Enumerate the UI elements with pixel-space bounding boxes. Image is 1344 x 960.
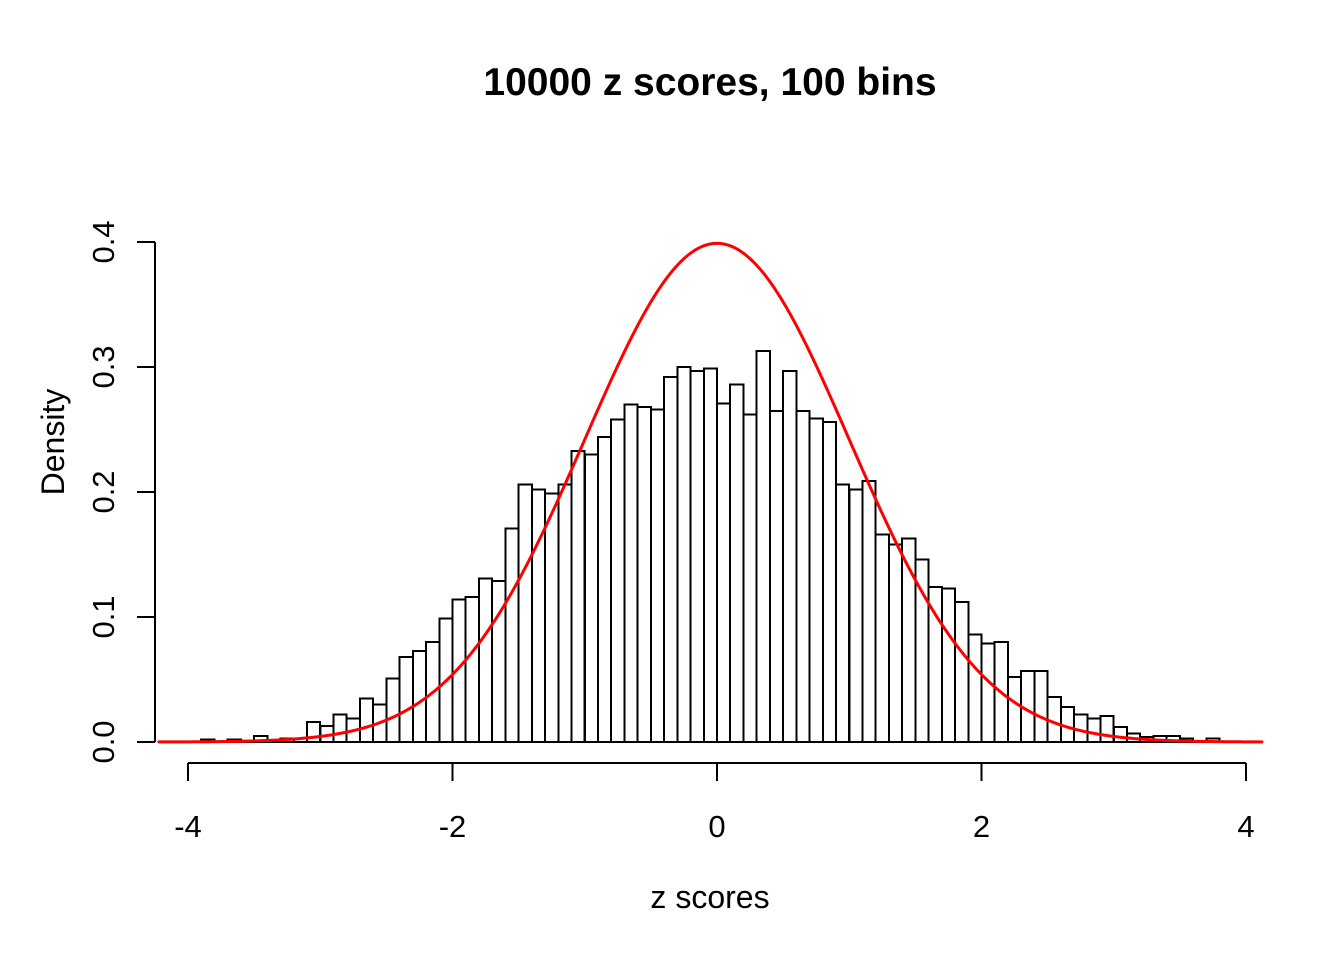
x-tick-label: 2 (973, 809, 990, 844)
histogram-bar (716, 402, 732, 744)
histogram-bar (874, 533, 890, 743)
histogram-bar (464, 596, 480, 743)
histogram-bar (927, 586, 943, 743)
normal-curve-layer (157, 241, 1264, 744)
histogram-bar (887, 543, 904, 743)
histogram-bar (398, 656, 414, 743)
histogram-bar (623, 403, 639, 743)
histogram-bar (504, 527, 520, 744)
y-tick-label: 0.2 (86, 470, 121, 513)
histogram-bar (689, 369, 705, 744)
histogram-bar (358, 697, 375, 744)
histogram-bar (649, 408, 666, 743)
histogram-bar (808, 417, 824, 744)
histogram-bar (1007, 676, 1023, 743)
histogram-bar (835, 483, 851, 743)
x-axis-label: z scores (650, 879, 769, 915)
histogram-bar (1099, 714, 1115, 744)
y-tick-label: 0.1 (86, 595, 121, 638)
y-axis-label: Density (35, 389, 71, 496)
x-tick-label: -4 (174, 809, 202, 844)
histogram-bar (755, 349, 771, 744)
histogram-bar (940, 587, 956, 744)
chart-title: 10000 z scores, 100 bins (483, 61, 936, 104)
histogram-bar (729, 383, 745, 743)
histogram-bar (1086, 717, 1102, 744)
y-tick-label: 0.3 (86, 345, 121, 388)
histogram-bar (610, 418, 626, 743)
histogram-bar (478, 577, 494, 744)
histogram-bar (597, 436, 613, 743)
histogram-bar (1033, 669, 1049, 744)
histogram-bar (557, 483, 573, 743)
histogram-bar (795, 409, 811, 744)
tick-marks-layer: -4 -2 0 2 4 0.0 0.1 0.2 0.3 0.4 (86, 220, 1255, 844)
histogram-bar (570, 449, 586, 744)
histogram-bar (517, 483, 533, 743)
x-tick-label: -2 (439, 809, 467, 844)
histogram-bar (742, 413, 758, 743)
histogram-bar (967, 633, 983, 743)
histogram-bar (782, 369, 798, 744)
histogram-bar (702, 367, 718, 744)
histogram-bar (821, 421, 837, 743)
histogram-bar (583, 453, 599, 743)
histogram-bar (544, 492, 560, 744)
histogram-bar (676, 366, 692, 743)
histogram-bar (636, 406, 652, 743)
y-tick-label: 0.4 (86, 220, 121, 263)
histogram-bar (768, 409, 785, 744)
histogram-bar (954, 601, 970, 743)
y-tick-label: 0.0 (86, 720, 121, 763)
histogram-bar (530, 488, 547, 743)
histogram-bar (332, 713, 348, 743)
histogram-bar (914, 558, 930, 743)
x-tick-label: 0 (708, 809, 725, 844)
histogram-bar (980, 642, 996, 744)
histogram-bar (861, 479, 877, 744)
histogram-bar (411, 649, 427, 744)
histogram-bar (385, 677, 401, 744)
histogram-bar (1112, 726, 1129, 743)
histogram-bar (848, 488, 864, 743)
x-tick-label: 4 (1237, 809, 1254, 844)
normal-density-curve (157, 241, 1264, 744)
histogram-bars-layer (200, 349, 1233, 744)
histogram-bar (663, 376, 679, 743)
